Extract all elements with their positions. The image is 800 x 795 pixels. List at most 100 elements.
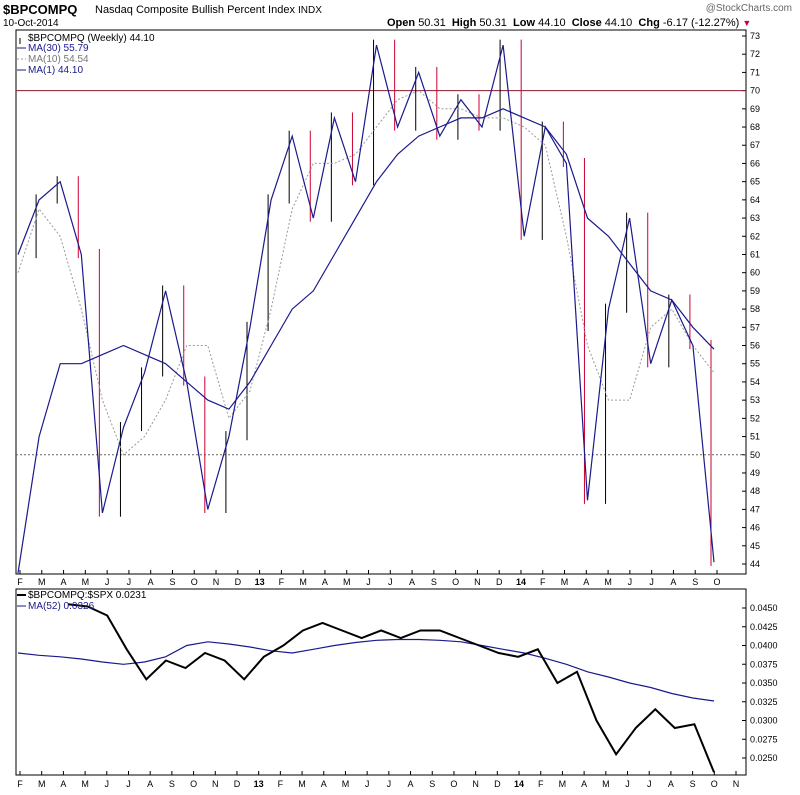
x-tick-label: A (60, 779, 66, 789)
y-tick-label: 67 (750, 140, 760, 150)
x-tick-label: F (278, 779, 284, 789)
x-tick-label: M (38, 577, 46, 587)
x-tick-label: A (148, 577, 154, 587)
legend-label: MA(10) 54.54 (28, 54, 89, 65)
x-tick-label: M (81, 779, 89, 789)
x-tick-label: A (583, 577, 589, 587)
x-tick-label: F (538, 779, 544, 789)
y-tick-label: 0.0275 (750, 734, 778, 744)
y-tick-label: 70 (750, 86, 760, 96)
x-tick-label: N (472, 779, 479, 789)
x-tick-label: F (17, 577, 23, 587)
high-label: High (451, 17, 477, 29)
y-tick-label: 56 (750, 341, 760, 351)
x-tick-label: S (429, 779, 435, 789)
legend-ratio: $BPCOMPQ:$SPX 0.0231 (28, 590, 147, 601)
y-tick-label: 45 (750, 541, 760, 551)
x-tick-label: D (234, 779, 241, 789)
x-tick-label: A (408, 779, 414, 789)
x-tick-label: F (540, 577, 546, 587)
x-tick-label: 13 (255, 577, 265, 587)
x-tick-label: M (559, 779, 567, 789)
y-tick-label: 0.0425 (750, 622, 778, 632)
y-tick-label: 44 (750, 559, 760, 569)
price-panel-frame (15, 29, 747, 575)
x-tick-label: M (82, 577, 90, 587)
x-tick-label: A (670, 577, 676, 587)
y-tick-label: 0.0250 (750, 753, 778, 763)
x-tick-label: J (647, 779, 652, 789)
x-tick-label: S (692, 577, 698, 587)
x-tick-label: F (17, 779, 23, 789)
x-tick-label: J (105, 577, 110, 587)
chart-name: Nasdaq Composite Bullish Percent Index I… (95, 4, 322, 16)
down-arrow-icon: ▼ (742, 18, 752, 28)
x-tick-label: M (299, 577, 307, 587)
chart-symbol: $BPCOMPQ (3, 2, 78, 17)
x-tick-label: J (127, 577, 132, 587)
quote-bar: Open 50.31 High 50.31 Low 44.10 Close 44… (387, 17, 751, 29)
legend-label: MA(1) 44.10 (28, 65, 83, 76)
y-tick-label: 54 (750, 377, 760, 387)
x-tick-label: O (450, 779, 457, 789)
x-tick-label: J (105, 779, 110, 789)
y-tick-label: 60 (750, 268, 760, 278)
x-tick-label: N (733, 779, 740, 789)
x-tick-label: N (213, 577, 220, 587)
y-tick-label: 64 (750, 195, 760, 205)
low-value: 44.10 (538, 17, 566, 29)
x-tick-label: O (713, 577, 720, 587)
y-tick-label: 71 (750, 67, 760, 77)
x-tick-label: O (711, 779, 718, 789)
x-tick-label: J (365, 779, 370, 789)
y-tick-label: 69 (750, 104, 760, 114)
x-tick-label: 14 (516, 577, 526, 587)
index-name: Nasdaq Composite Bullish Percent Index (95, 4, 295, 16)
x-tick-label: D (496, 577, 503, 587)
close-value: 44.10 (604, 17, 633, 29)
open-label: Open (387, 17, 416, 29)
x-tick-label: S (431, 577, 437, 587)
y-tick-label: 0.0350 (750, 678, 778, 688)
x-tick-label: M (343, 577, 351, 587)
x-tick-label: O (190, 779, 197, 789)
x-tick-label: O (191, 577, 198, 587)
x-tick-label: A (322, 577, 328, 587)
y-tick-label: 51 (750, 432, 760, 442)
x-tick-label: A (581, 779, 587, 789)
y-tick-label: 0.0400 (750, 641, 778, 651)
x-tick-label: S (690, 779, 696, 789)
ma30-line (17, 108, 715, 574)
x-tick-label: J (388, 577, 393, 587)
y-tick-label: 59 (750, 286, 760, 296)
x-tick-label: D (494, 779, 501, 789)
y-tick-label: 47 (750, 504, 760, 514)
x-tick-label: A (668, 779, 674, 789)
low-label: Low (513, 17, 536, 29)
open-value: 50.31 (418, 17, 446, 29)
x-tick-label: M (561, 577, 569, 587)
x-tick-label: A (409, 577, 415, 587)
y-tick-label: 73 (750, 31, 760, 41)
ma52-line (17, 638, 715, 702)
x-tick-label: M (38, 779, 46, 789)
y-tick-label: 57 (750, 322, 760, 332)
ratio-line (67, 603, 715, 773)
y-tick-label: 55 (750, 359, 760, 369)
x-tick-label: J (628, 577, 633, 587)
x-tick-label: N (212, 779, 219, 789)
high-value: 50.31 (479, 17, 507, 29)
x-tick-label: M (602, 779, 610, 789)
x-tick-label: J (649, 577, 654, 587)
x-tick-label: 13 (254, 779, 264, 789)
y-tick-label: 65 (750, 177, 760, 187)
y-tick-label: 0.0300 (750, 716, 778, 726)
x-tick-label: D (235, 577, 242, 587)
x-tick-label: A (147, 779, 153, 789)
ratio-panel-frame (15, 588, 747, 776)
y-tick-label: 58 (750, 304, 760, 314)
x-tick-label: J (126, 779, 131, 789)
watermark: @StockCharts.com (705, 3, 792, 14)
x-tick-label: S (169, 577, 175, 587)
